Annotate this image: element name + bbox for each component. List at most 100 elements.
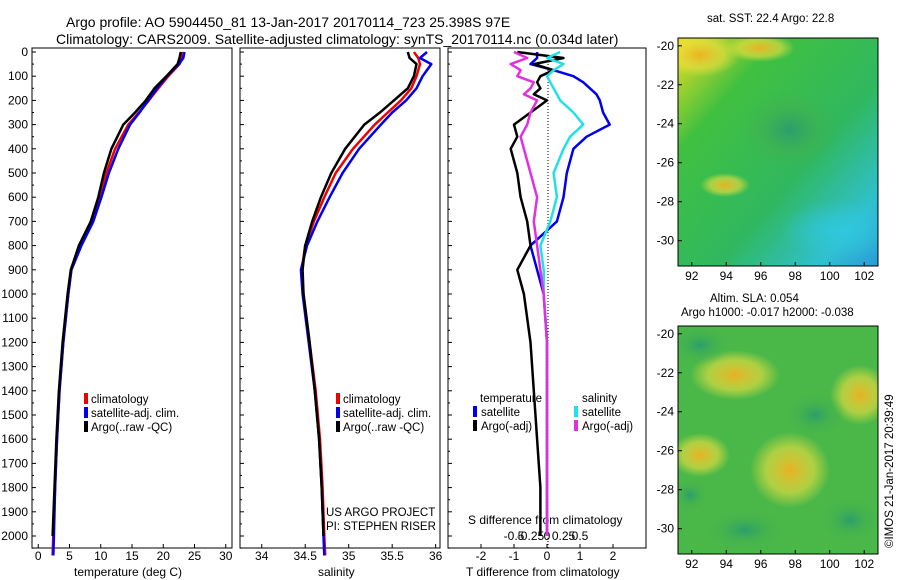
map-y-tick-label: -30 — [657, 234, 675, 248]
map-x-tick-label: 98 — [789, 557, 803, 571]
sla-map-title-line1: Altim. SLA: 0.054 — [710, 293, 799, 305]
depth-tick-label: 500 — [8, 166, 28, 180]
series-line-0 — [51, 51, 184, 556]
depth-tick-label: 200 — [8, 93, 28, 107]
legend-swatch-t-argo — [473, 420, 477, 431]
legend-label-t-satellite: satellite — [481, 407, 520, 419]
x-tick-label: 35.5 — [380, 549, 404, 563]
legend-swatch-climatology — [336, 393, 340, 404]
x-tick-label: 0 — [35, 549, 42, 563]
depth-minor-ticks — [32, 63, 450, 549]
x-tick-label: 5 — [66, 549, 73, 563]
temperature-legend: climatology satellite-adj. clim. Argo(..… — [84, 393, 179, 434]
x-tick-label: 34 — [255, 549, 269, 563]
map-y-tick-label: -22 — [657, 366, 675, 380]
x-tick-label: 25 — [188, 549, 202, 563]
sla-high-patch — [678, 433, 730, 477]
map-y-tick-label: -24 — [657, 117, 675, 131]
t-difference-xlabel: T difference from climatology — [466, 565, 620, 579]
legend-title-temperature: temperature — [480, 393, 542, 405]
depth-tick-label: 1800 — [1, 481, 28, 495]
legend-swatch-satellite-adj — [84, 407, 88, 418]
difference-series — [509, 50, 611, 536]
legend-label-t-argo: Argo(-adj) — [481, 421, 532, 433]
x-tick-label: 15 — [125, 549, 139, 563]
difference-legend: temperature satellite Argo(-adj) salinit… — [473, 393, 633, 433]
legend-title-salinity: salinity — [582, 393, 617, 405]
legend-label-s-argo: Argo(-adj) — [582, 421, 633, 433]
depth-tick-label: 1300 — [1, 360, 28, 374]
sla-low-patch — [705, 510, 785, 550]
depth-tick-label: 1100 — [2, 311, 28, 325]
series-line-2 — [301, 51, 418, 537]
depth-tick-label: 300 — [8, 118, 28, 132]
s-tick-label: 0.5 — [572, 529, 589, 543]
x-tick-label: 36 — [429, 549, 443, 563]
x-tick-label: -2 — [476, 549, 487, 563]
map-y-tick-label: -24 — [657, 405, 675, 419]
legend-swatch-satellite-adj — [336, 407, 340, 418]
s-difference-label: S difference from climatology — [468, 513, 623, 527]
x-tick-label: 2 — [610, 549, 617, 563]
sla-low-patch — [785, 393, 845, 437]
x-tick-label: -1 — [509, 549, 520, 563]
legend-label-climatology: climatology — [343, 394, 401, 406]
map-y-tick-label: -28 — [657, 483, 675, 497]
salinity-legend: climatology satellite-adj. clim. Argo(..… — [336, 393, 431, 434]
imos-watermark: ©IMOS 21-Jan-2017 20:39:49 — [884, 394, 896, 548]
sla-map-frame — [677, 325, 879, 555]
legend-label-satellite-adj: satellite-adj. clim. — [91, 408, 179, 420]
project-credit: US ARGO PROJECT — [326, 507, 435, 519]
s-tick-label: -0.5 — [504, 529, 525, 543]
legend-swatch-argo — [336, 421, 340, 432]
sst-warm-patch — [700, 173, 750, 197]
series-line-3 — [509, 50, 549, 536]
depth-tick-label: 0 — [21, 45, 28, 59]
depth-tick-label: 2000 — [1, 529, 28, 543]
sla-map — [678, 326, 878, 554]
map-y-tick-label: -28 — [657, 195, 675, 209]
series-line-2 — [51, 51, 183, 537]
legend-label-climatology: climatology — [91, 394, 149, 406]
header-title-line2: Climatology: CARS2009. Satellite-adjuste… — [56, 31, 618, 47]
x-tick-label: 1 — [577, 549, 584, 563]
s-tick-label: 0.25 — [552, 529, 576, 543]
x-tick-label: 20 — [157, 549, 171, 563]
sla-low-patch — [678, 326, 730, 365]
pi-credit: PI: STEPHEN RISER — [326, 521, 436, 533]
map-x-tick-label: 94 — [720, 269, 734, 283]
map-x-tick-label: 100 — [820, 269, 840, 283]
legend-swatch-s-satellite — [574, 406, 578, 417]
depth-tick-label: 600 — [8, 190, 28, 204]
sla-low-patch — [678, 479, 708, 511]
sst-mid-patch — [740, 90, 840, 170]
sst-cool-patch — [780, 200, 878, 260]
legend-label-argo: Argo(..raw -QC) — [343, 422, 424, 434]
s-tick-label: -0.25 — [517, 529, 545, 543]
x-tick-label: 35 — [342, 549, 356, 563]
legend-swatch-s-argo — [574, 420, 578, 431]
depth-axis: 0 100 200 300 400 500 600 700 800 900 1000 1100 1200… — [1, 45, 452, 543]
depth-tick-label: 1900 — [1, 505, 28, 519]
depth-tick-label: 1500 — [1, 408, 28, 422]
legend-label-argo: Argo(..raw -QC) — [91, 422, 172, 434]
map-y-tick-label: -26 — [657, 156, 675, 170]
map-x-tick-label: 100 — [820, 557, 840, 571]
map-y-tick-label: -20 — [657, 39, 675, 53]
salinity-xlabel: salinity — [318, 565, 355, 579]
map-y-tick-label: -26 — [657, 444, 675, 458]
map-y-tick-label: -22 — [657, 78, 675, 92]
legend-label-s-satellite: satellite — [582, 407, 621, 419]
salinity-x-axis: 34 34.5 35 35.5 36 — [255, 544, 443, 563]
series-line-0 — [529, 52, 611, 536]
legend-swatch-argo — [84, 421, 88, 432]
temperature-series — [51, 51, 186, 556]
series-line-1 — [52, 51, 186, 556]
x-tick-label: 10 — [94, 549, 108, 563]
sst-map-title: sat. SST: 22.4 Argo: 22.8 — [707, 13, 834, 25]
depth-tick-label: 1200 — [1, 335, 28, 349]
legend-swatch-t-satellite — [473, 406, 477, 417]
map-x-tick-label: 102 — [854, 557, 874, 571]
map-x-tick-label: 102 — [854, 269, 874, 283]
depth-tick-label: 700 — [8, 214, 28, 228]
